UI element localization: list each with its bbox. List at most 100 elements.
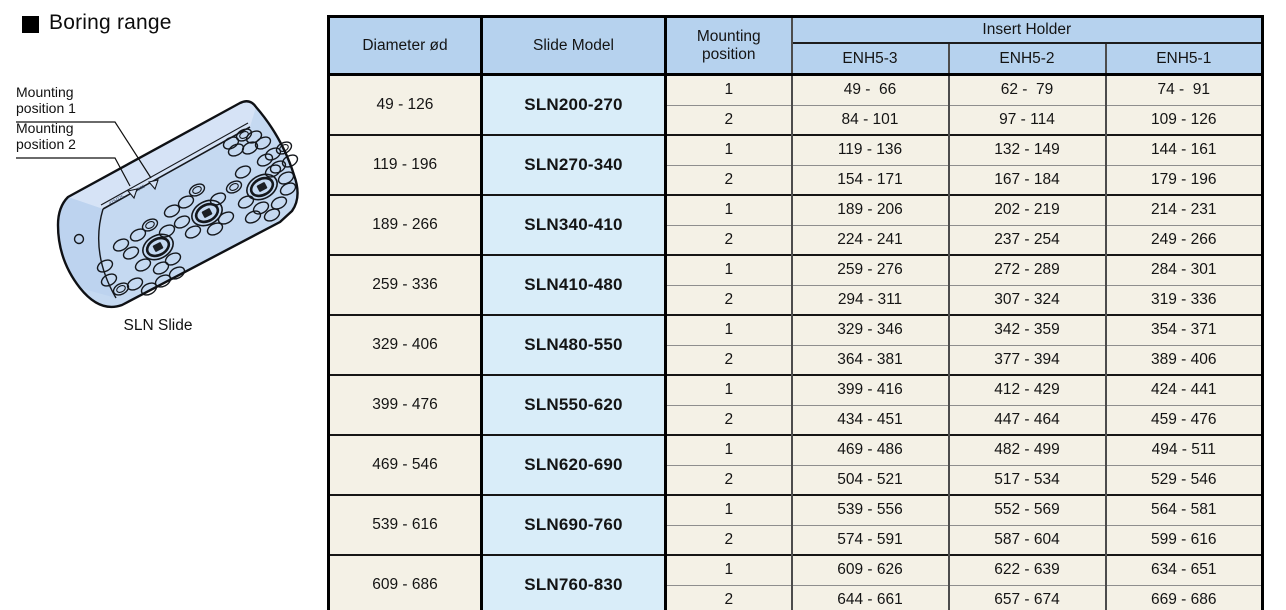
enh5-3-cell: 294 - 311 <box>791 284 950 315</box>
position-cell: 2 <box>665 344 793 375</box>
enh5-3-cell: 259 - 276 <box>791 254 950 285</box>
large-socket-hole <box>246 173 278 201</box>
position-cell: 1 <box>665 194 793 225</box>
table-row: 2 364 - 381 377 - 394 389 - 406 <box>329 344 1263 375</box>
position-cell: 2 <box>665 104 793 135</box>
large-socket-hole <box>142 233 174 261</box>
enh5-2-cell: 62 - 79 <box>948 73 1107 105</box>
col-header-enh5-2: ENH5-2 <box>948 43 1107 76</box>
enh5-2-cell: 342 - 359 <box>948 314 1107 345</box>
col-header-enh5-3: ENH5-3 <box>791 43 950 76</box>
enh5-3-cell: 364 - 381 <box>791 344 950 375</box>
leader-line-1 <box>16 121 152 179</box>
slide-model-cell: SLN340-410 <box>481 194 667 255</box>
table-row: 2 294 - 311 307 - 324 319 - 336 <box>329 284 1263 315</box>
table-row: 469 - 546 SLN620-690 1 469 - 486 482 - 4… <box>328 434 1263 495</box>
slide-model-cell: SLN200-270 <box>481 73 667 135</box>
enh5-1-cell: 389 - 406 <box>1105 344 1263 375</box>
slide-model-cell: SLN550-620 <box>481 374 667 435</box>
enh5-1-cell: 564 - 581 <box>1105 494 1263 525</box>
enh5-1-cell: 494 - 511 <box>1105 434 1263 465</box>
slide-end-cap <box>58 197 116 298</box>
slide-model-cell: SLN480-550 <box>481 314 667 375</box>
position-cell: 2 <box>665 584 793 610</box>
diameter-cell: 119 - 196 <box>328 134 483 195</box>
bolt-holes <box>96 128 299 296</box>
diameter-cell: 399 - 476 <box>328 374 483 435</box>
enh5-3-cell: 119 - 136 <box>791 134 950 165</box>
enh5-1-cell: 529 - 546 <box>1105 464 1263 495</box>
enh5-1-cell: 424 - 441 <box>1105 374 1263 405</box>
position-cell: 1 <box>665 434 793 465</box>
enh5-1-cell: 74 - 91 <box>1105 73 1263 105</box>
table-row: 259 - 336 SLN410-480 1 259 - 276 272 - 2… <box>328 254 1263 315</box>
enh5-1-cell: 284 - 301 <box>1105 254 1263 285</box>
slide-outline <box>56 100 299 309</box>
table-row: 329 - 406 SLN480-550 1 329 - 346 342 - 3… <box>328 314 1263 375</box>
mounting-position-1-label: Mounting position 1 <box>16 84 76 116</box>
table-row: 2 644 - 661 657 - 674 669 - 686 <box>329 584 1263 610</box>
position-cell: 1 <box>665 134 793 165</box>
enh5-3-cell: 539 - 556 <box>791 494 950 525</box>
enh5-3-cell: 189 - 206 <box>791 194 950 225</box>
mounting-position-2-label: Mounting position 2 <box>16 120 76 152</box>
table-row: 119 - 196 SLN270-340 1 119 - 136 132 - 1… <box>328 134 1263 195</box>
enh5-3-cell: 84 - 101 <box>791 104 950 135</box>
mounting-position-1-triangle-icon <box>147 179 159 191</box>
enh5-3-cell: 154 - 171 <box>791 164 950 195</box>
boring-range-table: Diameter ød Slide Model Mounting positio… <box>327 15 1265 610</box>
enh5-1-cell: 144 - 161 <box>1105 134 1263 165</box>
position-cell: 1 <box>665 554 793 585</box>
col-header-insert-holder: Insert Holder <box>791 16 1263 44</box>
sln-slide-illustration: 415/275 400/235 <box>16 100 299 309</box>
position-cell: 1 <box>665 314 793 345</box>
diameter-cell: 189 - 266 <box>328 194 483 255</box>
position-cell: 2 <box>665 284 793 315</box>
enh5-1-cell: 354 - 371 <box>1105 314 1263 345</box>
enh5-2-cell: 132 - 149 <box>948 134 1107 165</box>
enh5-2-cell: 307 - 324 <box>948 284 1107 315</box>
table-row: 399 - 476 SLN550-620 1 399 - 416 412 - 4… <box>328 374 1263 435</box>
enh5-2-cell: 412 - 429 <box>948 374 1107 405</box>
slide-model-cell: SLN270-340 <box>481 134 667 195</box>
section-heading: Boring range <box>22 11 172 35</box>
diameter-cell: 329 - 406 <box>328 314 483 375</box>
table-row: 49 - 126 SLN200-270 1 49 - 66 62 - 79 74… <box>328 73 1263 135</box>
col-header-slide-model: Slide Model <box>481 16 667 76</box>
table-body: 49 - 126 SLN200-270 1 49 - 66 62 - 79 74… <box>328 73 1263 610</box>
diameter-cell: 469 - 546 <box>328 434 483 495</box>
slide-model-cell: SLN410-480 <box>481 254 667 315</box>
enh5-3-cell: 469 - 486 <box>791 434 950 465</box>
black-square-icon <box>22 15 39 33</box>
enh5-3-cell: 574 - 591 <box>791 524 950 555</box>
col-header-mounting-position: Mounting position <box>665 16 793 76</box>
end-cap-edge-line <box>98 208 117 299</box>
table-row: 2 154 - 171 167 - 184 179 - 196 <box>329 164 1263 195</box>
col-header-enh5-1: ENH5-1 <box>1105 43 1263 76</box>
enh5-2-cell: 202 - 219 <box>948 194 1107 225</box>
enh5-3-cell: 399 - 416 <box>791 374 950 405</box>
enh5-2-cell: 517 - 534 <box>948 464 1107 495</box>
table-row: 2 434 - 451 447 - 464 459 - 476 <box>329 404 1263 435</box>
enh5-2-cell: 657 - 674 <box>948 584 1107 610</box>
slide-model-cell: SLN690-760 <box>481 494 667 555</box>
enh5-1-cell: 109 - 126 <box>1105 104 1263 135</box>
large-socket-hole <box>191 199 223 227</box>
table-header: Diameter ød Slide Model Mounting positio… <box>328 16 1263 76</box>
enh5-2-cell: 377 - 394 <box>948 344 1107 375</box>
enh5-3-cell: 434 - 451 <box>791 404 950 435</box>
slide-body <box>58 101 298 307</box>
enh5-1-cell: 669 - 686 <box>1105 584 1263 610</box>
position-cell: 1 <box>665 254 793 285</box>
slide-model-cell: SLN760-830 <box>481 554 667 610</box>
enh5-3-cell: 644 - 661 <box>791 584 950 610</box>
slide-model-cell: SLN620-690 <box>481 434 667 495</box>
position-cell: 2 <box>665 224 793 255</box>
illustration-caption: SLN Slide <box>123 317 193 334</box>
diameter-cell: 609 - 686 <box>328 554 483 610</box>
table-row: 2 574 - 591 587 - 604 599 - 616 <box>329 524 1263 555</box>
enh5-2-cell: 482 - 499 <box>948 434 1107 465</box>
diameter-cell: 539 - 616 <box>328 494 483 555</box>
col-header-diameter: Diameter ød <box>328 16 483 76</box>
